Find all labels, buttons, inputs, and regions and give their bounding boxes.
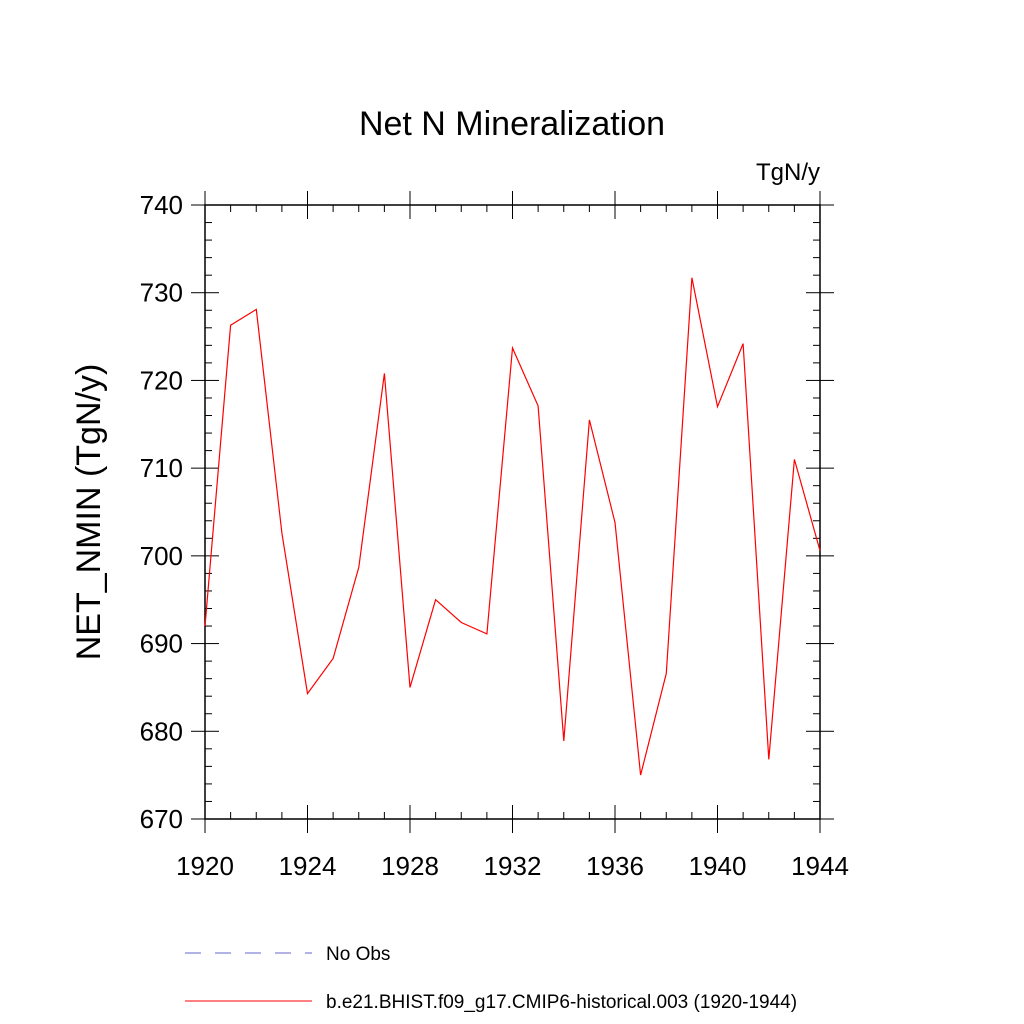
y-tick-label: 740 — [140, 190, 183, 220]
x-tick-label: 1928 — [381, 851, 439, 881]
legend-label: b.e21.BHIST.f09_g17.CMIP6-historical.003… — [326, 992, 797, 1013]
y-tick-label: 670 — [140, 804, 183, 834]
x-tick-label: 1936 — [586, 851, 644, 881]
y-tick-label: 680 — [140, 716, 183, 746]
y-tick-label: 710 — [140, 453, 183, 483]
chart-title: Net N Mineralization — [359, 105, 665, 143]
y-tick-labels: 670 680 690 700 710 720 730 740 — [140, 190, 183, 834]
x-tick-label: 1944 — [791, 851, 849, 881]
legend: No Obs b.e21.BHIST.f09_g17.CMIP6-historic… — [185, 944, 797, 1013]
series-group — [204, 277, 821, 776]
x-tick-label: 1924 — [279, 851, 337, 881]
x-tick-label: 1920 — [176, 851, 234, 881]
series-line-0 — [204, 277, 821, 776]
x-tick-labels: 1920 1924 1928 1932 1936 1940 1944 — [176, 851, 849, 881]
y-tick-label: 700 — [140, 541, 183, 571]
y-tick-label: 720 — [140, 365, 183, 395]
x-tick-label: 1940 — [689, 851, 747, 881]
plot-frame — [204, 204, 821, 820]
y-tick-label: 690 — [140, 629, 183, 659]
y-axis-label: NET_NMIN (TgN/y) — [70, 364, 108, 661]
legend-label: No Obs — [326, 944, 390, 965]
axis-ticks — [191, 191, 834, 833]
units-label: TgN/y — [756, 159, 820, 186]
x-tick-label: 1932 — [484, 851, 542, 881]
y-tick-label: 730 — [140, 278, 183, 308]
